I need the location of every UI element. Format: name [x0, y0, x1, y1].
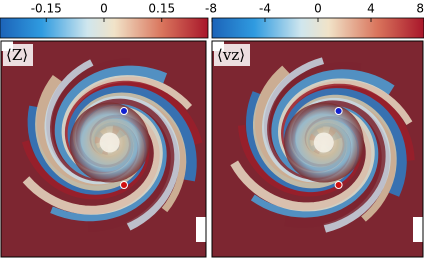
- marker-red: [334, 181, 343, 189]
- galaxy-center: [99, 132, 120, 153]
- marker-red: [120, 181, 128, 189]
- panel-label: ⟨vz⟩: [217, 46, 245, 64]
- panel-image: [212, 41, 423, 257]
- colorbar-tick-label: 0: [314, 2, 322, 16]
- mask-block: [196, 217, 206, 242]
- colorbar-tick-label: -4: [259, 2, 271, 16]
- galaxy-center: [313, 132, 334, 153]
- marker-blue: [334, 107, 343, 115]
- label-box: [3, 44, 33, 66]
- colorbar-tick-label: -8: [205, 2, 217, 16]
- colorbar-tick-label: -0.15: [31, 2, 62, 16]
- colorbar-tick-label: 0: [100, 2, 108, 16]
- colorbar-tick-label: 8: [416, 2, 424, 16]
- mask-block: [413, 217, 423, 242]
- colorbar-tick-label: 4: [367, 2, 375, 16]
- marker-blue: [120, 107, 128, 115]
- panel-label: ⟨Z⟩: [6, 46, 28, 64]
- panel-frame: [0, 40, 207, 258]
- panel-frame: [211, 40, 424, 258]
- label-box: [214, 44, 250, 66]
- colorbar-tick-label: 0.15: [148, 2, 175, 16]
- panel-image: [1, 41, 206, 257]
